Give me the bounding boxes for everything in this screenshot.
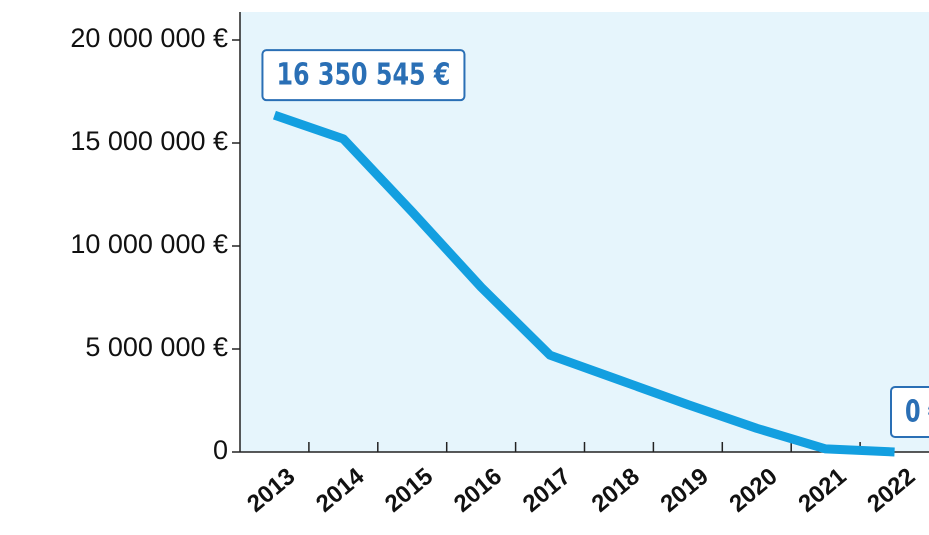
x-tick-label: 2022	[862, 463, 920, 518]
x-tick-label: 2013	[242, 463, 300, 518]
y-tick-label: 10 000 000 €	[70, 229, 228, 259]
data-label-text: 0 €	[905, 395, 929, 430]
data-label-text: 16 350 545 €	[276, 58, 450, 93]
data-label: 0 €	[890, 386, 929, 438]
y-tick-label: 5 000 000 €	[85, 332, 228, 362]
x-tick-label: 2016	[449, 463, 507, 518]
y-tick-label: 20 000 000 €	[70, 23, 228, 53]
x-tick-label: 2019	[656, 463, 714, 518]
x-tick-label: 2020	[724, 463, 782, 518]
x-tick-label: 2014	[311, 462, 370, 517]
x-tick-label: 2017	[518, 463, 576, 518]
y-tick-label: 0	[213, 435, 228, 465]
data-label-box	[890, 386, 929, 438]
line-series	[272, 110, 895, 457]
data-label: 16 350 545 €	[261, 49, 466, 102]
x-tick-label: 2021	[793, 463, 851, 518]
x-tick-label: 2018	[587, 463, 645, 518]
data-label-box	[261, 49, 466, 102]
x-tick-label: 2015	[380, 463, 438, 518]
y-tick-label: 15 000 000 €	[70, 126, 228, 156]
